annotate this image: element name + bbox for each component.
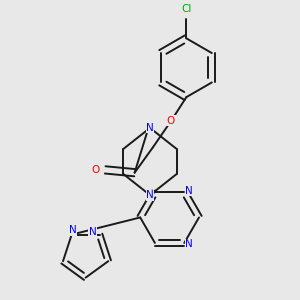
Text: O: O: [91, 165, 100, 175]
Text: N: N: [146, 123, 154, 133]
Text: O: O: [167, 116, 175, 126]
Text: N: N: [185, 186, 193, 196]
Text: Cl: Cl: [181, 4, 192, 14]
Text: N: N: [185, 239, 193, 249]
Text: N: N: [69, 225, 77, 236]
Text: N: N: [89, 227, 97, 237]
Text: N: N: [146, 190, 154, 200]
